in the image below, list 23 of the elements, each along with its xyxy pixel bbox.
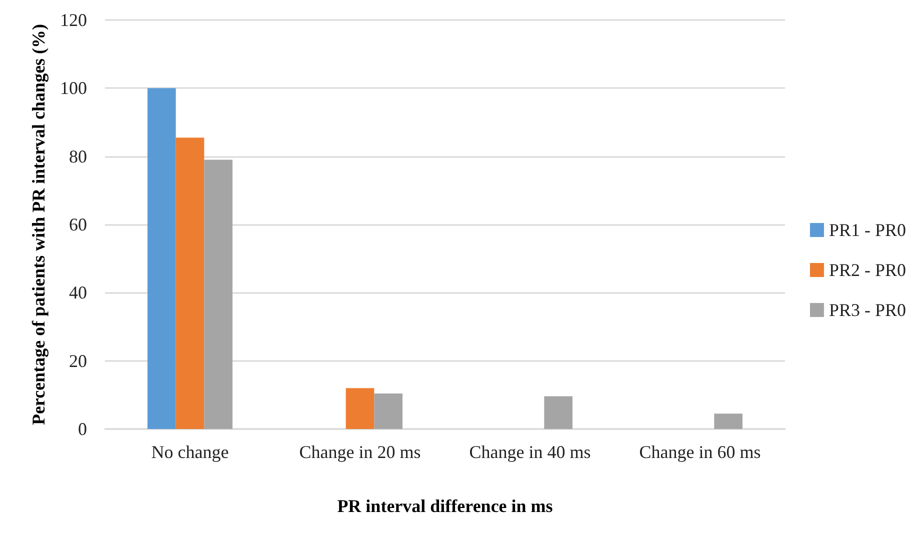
bar — [176, 138, 204, 429]
bar — [374, 394, 402, 429]
legend-label: PR1 - PR0 — [828, 220, 906, 240]
bar — [714, 414, 742, 429]
bar — [544, 396, 572, 429]
y-tick-label: 0 — [78, 419, 87, 439]
y-tick-label: 80 — [69, 146, 87, 166]
x-axis-title: PR interval difference in ms — [337, 496, 553, 516]
bar — [346, 388, 374, 429]
bar — [204, 160, 232, 429]
y-tick-label: 120 — [60, 10, 87, 30]
y-axis-title: Percentage of patients with PR interval changes (%) — [28, 24, 49, 426]
y-tick-label: 40 — [69, 282, 87, 303]
x-tick-label: Change in 40 ms — [469, 442, 591, 462]
bar — [148, 88, 176, 429]
y-tick-label: 20 — [69, 350, 87, 371]
y-tick-label: 60 — [69, 214, 87, 234]
x-tick-label: Change in 60 ms — [639, 442, 761, 462]
y-tick-label: 100 — [60, 78, 87, 98]
legend-label: PR2 - PR0 — [828, 260, 906, 280]
legend-label: PR3 - PR0 — [828, 300, 906, 320]
x-tick-label: Change in 20 ms — [299, 442, 421, 462]
x-tick-label: No change — [151, 442, 229, 462]
